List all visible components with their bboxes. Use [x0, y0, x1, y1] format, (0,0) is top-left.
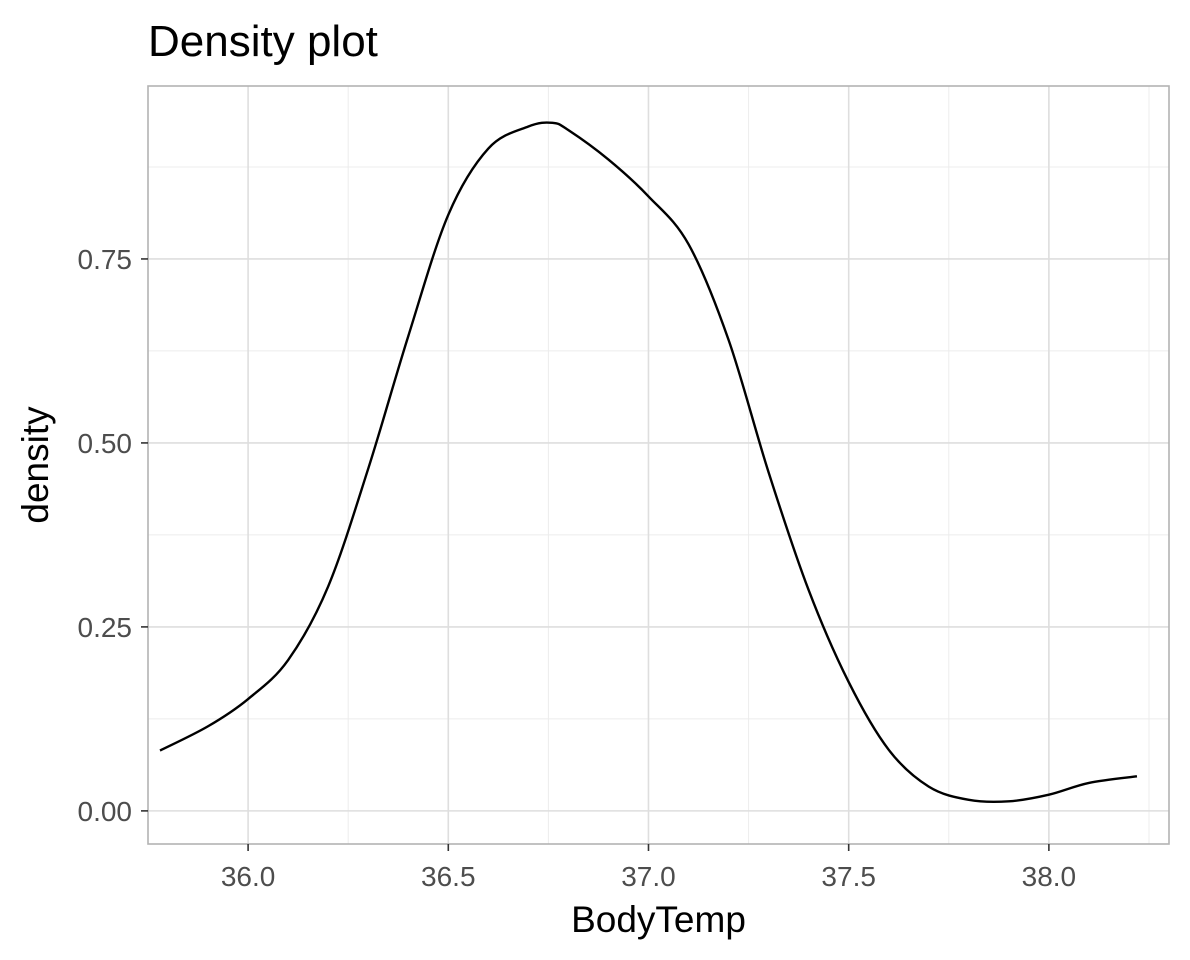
- y-tick-label: 0.25: [78, 612, 133, 643]
- y-tick-label: 0.00: [78, 796, 133, 827]
- x-tick-label: 37.0: [621, 861, 676, 892]
- x-axis-title: BodyTemp: [571, 899, 746, 940]
- y-tick-label: 0.75: [78, 244, 133, 275]
- grid-lines: [148, 86, 1169, 844]
- density-curve: [159, 121, 1138, 804]
- plot-panel-border: [147, 85, 1170, 845]
- x-tick-label: 38.0: [1022, 861, 1077, 892]
- axis-tick-labels: 36.0 36.5 37.0 37.5 38.0 0.00 0.25 0.50 0.75: [78, 244, 1077, 892]
- y-axis-title: density: [15, 406, 56, 524]
- series-layer: [159, 121, 1138, 804]
- chart-title: Density plot: [148, 17, 378, 66]
- x-tick-label: 37.5: [821, 861, 876, 892]
- y-tick-label: 0.50: [78, 428, 133, 459]
- x-tick-label: 36.5: [421, 861, 476, 892]
- x-tick-label: 36.0: [221, 861, 276, 892]
- axis-ticks: [141, 258, 1050, 851]
